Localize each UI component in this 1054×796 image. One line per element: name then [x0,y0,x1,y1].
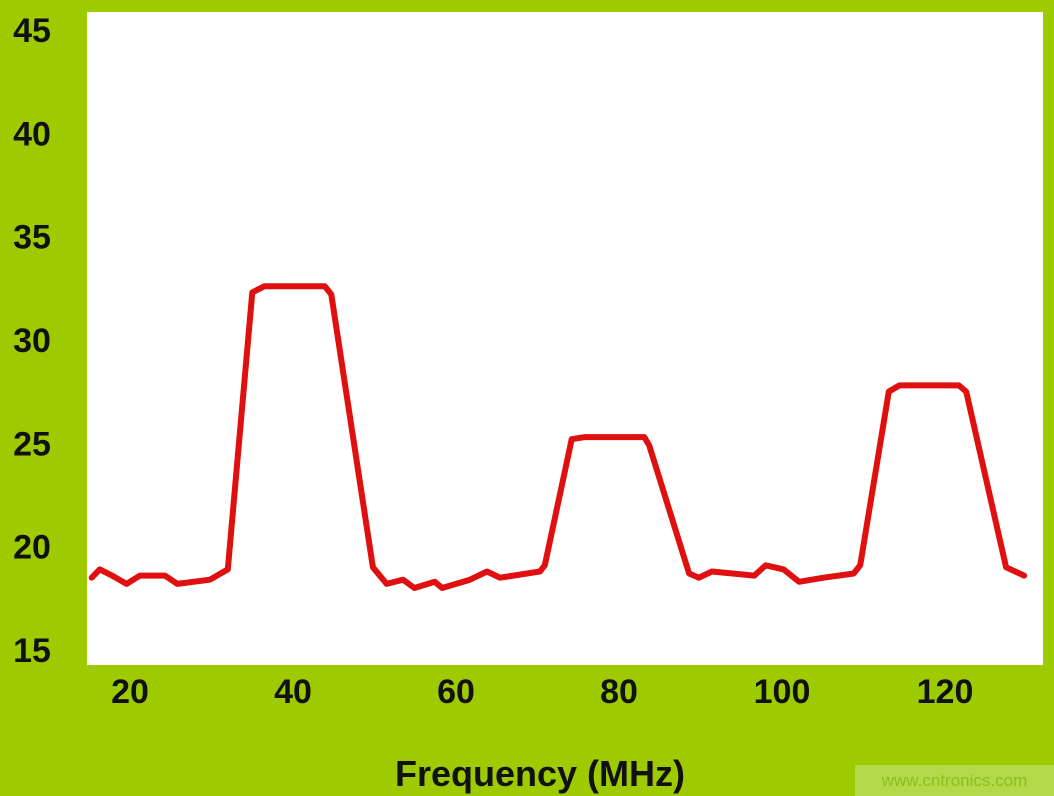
x-axis-label: Frequency (MHz) [395,753,685,794]
y-tick-label: 25 [13,425,51,463]
x-tick-label: 60 [437,673,475,711]
x-tick-label: 120 [917,673,974,711]
y-tick-label: 40 [13,115,51,153]
y-tick-label: 45 [13,12,51,50]
watermark: www.cntronics.com [855,765,1054,796]
y-tick-label: 20 [13,529,51,567]
y-tick-label: 35 [13,219,51,257]
x-tick-label: 80 [600,673,638,711]
series-line [88,283,1028,591]
y-tick-label: 15 [13,632,51,670]
y-tick-label: 30 [13,322,51,360]
x-tick-label: 40 [274,673,312,711]
x-tick-label: 20 [111,673,149,711]
x-tick-label: 100 [754,673,811,711]
